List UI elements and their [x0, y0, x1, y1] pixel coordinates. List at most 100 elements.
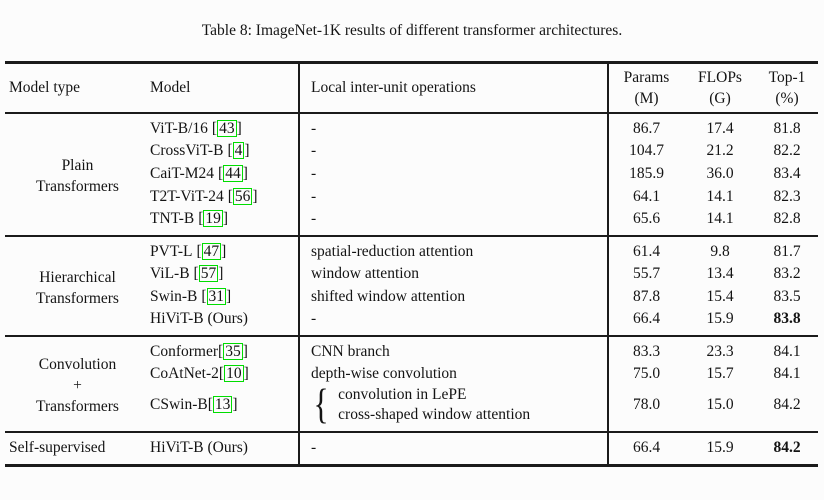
flops-cell: 21.2 [706, 141, 734, 159]
citation-link[interactable]: 57 [198, 264, 219, 282]
flops-cell: 14.1 [706, 209, 734, 227]
params-cell: 104.7 [607, 138, 684, 162]
ops-cell: - [298, 431, 608, 465]
model-cell: ViT-B/16[43] [150, 119, 242, 137]
left-brace: { [313, 381, 329, 428]
flops-cell: 36.0 [706, 164, 734, 182]
citation-link[interactable]: 13 [212, 396, 233, 413]
table-row: Self-supervised HiViT-B (Ours) - 66.4 15… [5, 431, 818, 465]
flops-cell: 14.1 [706, 187, 734, 205]
section-label: Hierarchical Transformers [36, 268, 119, 307]
params-cell: 61.4 [607, 235, 684, 262]
params-cell: 65.6 [607, 207, 684, 236]
table-row: CaiT-M24[44] - 185.9 36.0 83.4 [5, 161, 818, 185]
header-flops: FLOPs (G) [698, 68, 742, 107]
params-cell: 75.0 [607, 361, 684, 385]
citation-link[interactable]: 44 [223, 164, 243, 182]
ops-cell: window attention [298, 261, 608, 285]
top1-cell: 84.1 [773, 342, 801, 360]
flops-cell: 15.9 [706, 309, 734, 327]
ops-cell: - [298, 138, 608, 162]
citation: [19] [198, 209, 229, 227]
top1-cell: 81.7 [773, 242, 801, 260]
model-cell: HiViT-B (Ours) [150, 309, 248, 327]
citation-link[interactable]: 43 [217, 119, 237, 137]
flops-cell: 15.9 [706, 438, 734, 456]
params-cell: 66.4 [607, 307, 684, 336]
header-model-type: Model type [9, 79, 81, 97]
params-cell: 78.0 [607, 384, 684, 432]
brace-group: { convolution in LePE cross-shaped windo… [313, 381, 531, 428]
top1-cell: 82.8 [773, 209, 801, 227]
flops-cell: 23.3 [706, 342, 734, 360]
table-caption: Table 8: ImageNet-1K results of differen… [201, 22, 623, 39]
table-row: TNT-B[19] - 65.6 14.1 82.8 [5, 207, 818, 236]
model-cell: PVT-L[47] [150, 242, 227, 260]
header-params: Params (M) [607, 62, 684, 113]
ops-cell: - [298, 184, 608, 208]
params-cell: 55.7 [607, 261, 684, 285]
section-plain-transformers: Plain Transformers ViT-B/16[43] - 86.7 1… [5, 112, 818, 236]
ops-cell: { convolution in LePE cross-shaped windo… [298, 381, 608, 432]
citation-link[interactable]: 47 [201, 242, 222, 260]
table-row: CrossViT-B[4] - 104.7 21.2 82.2 [5, 138, 818, 162]
flops-cell: 15.0 [706, 396, 734, 413]
ops-cell: shifted window attention [298, 284, 608, 308]
table-row: CoAtNet-2[10] depth-wise convolution 75.… [5, 361, 818, 385]
table-row: Plain Transformers ViT-B/16[43] - 86.7 1… [5, 112, 818, 195]
model-cell: CSwin-B[13] [150, 396, 238, 413]
table-row: CSwin-B[13] { convolution in LePE cross-… [5, 381, 818, 432]
top1-cell: 82.3 [773, 187, 801, 205]
model-cell: T2T-ViT-24[56] [150, 187, 258, 205]
section-label: Plain Transformers [36, 157, 119, 195]
header-top1: Top-1 (%) [768, 68, 806, 107]
ops-cell: depth-wise convolution [298, 361, 608, 385]
citation-link[interactable]: 35 [223, 342, 243, 360]
section-label: Self-supervised [9, 438, 106, 456]
flops-cell: 9.8 [710, 242, 730, 260]
results-table: Model type Model Local inter-unit operat… [5, 61, 818, 467]
citation: [10] [218, 364, 249, 382]
ops-cell: spatial-reduction attention [298, 235, 608, 262]
model-cell: CoAtNet-2[10] [150, 364, 249, 382]
top1-cell: 82.2 [773, 141, 801, 159]
ops-cell: - [298, 161, 608, 185]
top1-cell: 83.5 [773, 287, 801, 305]
ops-cell: - [298, 112, 608, 139]
header-row: Model type Model Local inter-unit operat… [5, 62, 818, 113]
model-cell: CrossViT-B[4] [150, 141, 250, 159]
top1-cell: 84.1 [773, 364, 801, 382]
model-cell: TNT-B[19] [150, 209, 229, 227]
citation: [57] [193, 264, 224, 282]
citation-link[interactable]: 19 [203, 209, 223, 227]
ops-cell: CNN branch [298, 335, 608, 362]
table-header: Model type Model Local inter-unit operat… [5, 62, 818, 113]
top1-cell: 83.8 [773, 309, 801, 327]
params-cell: 185.9 [607, 161, 684, 185]
section-label: Convolution + Transformers [36, 356, 119, 415]
section-self-supervised: Self-supervised HiViT-B (Ours) - 66.4 15… [5, 431, 818, 465]
citation-link[interactable]: 10 [224, 364, 244, 382]
model-cell: HiViT-B (Ours) [150, 438, 248, 456]
section-hierarchical-transformers: Hierarchical Transformers PVT-L[47] spat… [5, 235, 818, 336]
citation-link[interactable]: 4 [232, 141, 245, 159]
citation-link[interactable]: 31 [206, 287, 227, 305]
section-convolution-transformers: Convolution + Transformers Conformer[35]… [5, 335, 818, 432]
ops-cell: - [298, 207, 608, 236]
flops-cell: 17.4 [706, 119, 734, 137]
flops-cell: 15.7 [706, 364, 734, 382]
citation: [56] [227, 187, 258, 205]
citation: [47] [196, 242, 227, 260]
citation: [44] [218, 164, 248, 182]
flops-cell: 15.4 [706, 287, 734, 305]
model-cell: ViL-B[57] [150, 264, 224, 282]
ops-cell: - [298, 307, 608, 336]
citation: [35] [218, 342, 248, 360]
params-cell: 87.8 [607, 284, 684, 308]
model-cell: Swin-B[31] [150, 287, 232, 305]
params-cell: 83.3 [607, 335, 684, 362]
top1-cell: 83.4 [773, 164, 801, 182]
top1-cell: 81.8 [773, 119, 801, 137]
citation-link[interactable]: 56 [232, 187, 253, 205]
